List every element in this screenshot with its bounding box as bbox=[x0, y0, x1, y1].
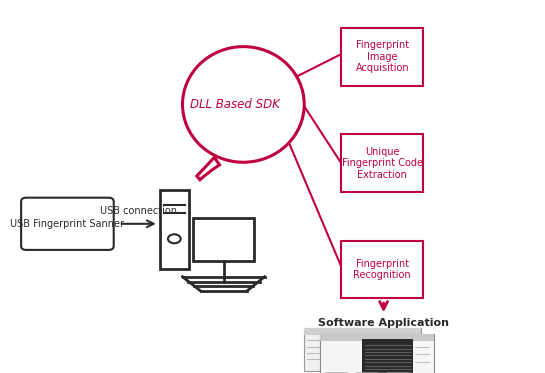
Text: Fingerprint
Recognition: Fingerprint Recognition bbox=[354, 259, 411, 280]
FancyBboxPatch shape bbox=[160, 190, 189, 269]
FancyBboxPatch shape bbox=[320, 334, 434, 373]
Text: Fingerprint
Image
Acquisition: Fingerprint Image Acquisition bbox=[355, 40, 409, 73]
FancyBboxPatch shape bbox=[356, 372, 377, 373]
FancyBboxPatch shape bbox=[320, 334, 434, 341]
FancyBboxPatch shape bbox=[341, 28, 423, 86]
FancyBboxPatch shape bbox=[193, 218, 254, 261]
FancyBboxPatch shape bbox=[325, 372, 347, 373]
Text: Unique
Fingerprint Code
Extraction: Unique Fingerprint Code Extraction bbox=[342, 147, 423, 180]
FancyBboxPatch shape bbox=[304, 328, 421, 371]
Text: USB connection: USB connection bbox=[100, 206, 177, 216]
FancyBboxPatch shape bbox=[362, 339, 413, 373]
Ellipse shape bbox=[183, 47, 304, 162]
FancyBboxPatch shape bbox=[387, 372, 408, 373]
Text: USB Fingerprint Sanner: USB Fingerprint Sanner bbox=[10, 219, 124, 229]
Text: Software Application: Software Application bbox=[318, 318, 449, 328]
FancyBboxPatch shape bbox=[304, 328, 421, 335]
FancyBboxPatch shape bbox=[341, 134, 423, 192]
PathPatch shape bbox=[197, 157, 220, 180]
FancyBboxPatch shape bbox=[21, 198, 114, 250]
Text: DLL Based SDK: DLL Based SDK bbox=[191, 98, 280, 111]
FancyBboxPatch shape bbox=[341, 241, 423, 298]
